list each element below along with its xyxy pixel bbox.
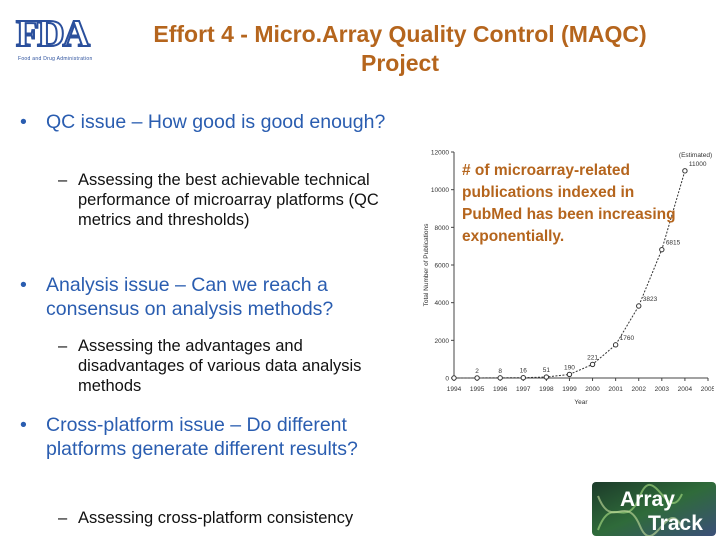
y-tick-label: 4000 xyxy=(435,300,450,307)
data-label: 51 xyxy=(543,367,551,374)
data-point xyxy=(474,375,480,381)
data-label: 221 xyxy=(587,354,598,361)
slide-title-line1: Effort 4 - Micro.Array Quality Control (… xyxy=(153,21,647,47)
bullet-text: Cross-platform issue – Do different plat… xyxy=(46,414,358,460)
x-tick-label: 2001 xyxy=(608,386,623,393)
data-label: 8 xyxy=(498,368,502,375)
y-tick-label: 12000 xyxy=(431,150,449,157)
arraytrack-logo: Array Track xyxy=(592,482,716,536)
x-tick-label: 1997 xyxy=(516,386,531,393)
subbullet-text: Assessing the advantages and disadvantag… xyxy=(78,337,362,395)
data-point xyxy=(497,375,503,381)
x-tick-label: 2000 xyxy=(585,386,600,393)
data-label: 6815 xyxy=(666,240,681,247)
subbullet-text: Assessing the best achievable technical … xyxy=(78,171,379,229)
bullet-cross-platform-issue: • Cross-platform issue – Do different pl… xyxy=(20,413,390,491)
subbullet-marker: – xyxy=(58,171,68,189)
fda-logo-letters: FDA xyxy=(15,13,91,55)
data-label: 11000 xyxy=(689,161,707,168)
data-label: 16 xyxy=(520,368,528,375)
data-label: 190 xyxy=(564,364,575,371)
x-tick-label: 2002 xyxy=(631,386,646,393)
bullet-marker: • xyxy=(20,274,27,296)
y-axis-label: Total Number of Publications xyxy=(423,223,430,306)
x-tick-label: 1994 xyxy=(447,386,462,393)
x-tick-label: 1995 xyxy=(470,386,485,393)
subbullet-marker: – xyxy=(58,509,68,527)
subbullet-analysis-issue: – Assessing the advantages and disadvant… xyxy=(58,336,388,400)
bullet-text: QC issue – How good is good enough? xyxy=(46,111,386,133)
y-tick-label: 8000 xyxy=(435,225,450,232)
data-point xyxy=(636,303,642,309)
data-point xyxy=(589,361,596,368)
data-point xyxy=(520,374,526,381)
x-tick-label: 1998 xyxy=(539,386,554,393)
x-tick-label: 1999 xyxy=(562,386,577,393)
y-tick-label: 0 xyxy=(445,376,449,383)
chart-annotation: # of microarray-related publications ind… xyxy=(462,162,676,245)
bullet-marker: • xyxy=(20,414,27,436)
arraytrack-word1: Array xyxy=(620,488,675,511)
data-point xyxy=(451,375,457,381)
bullet-text: Analysis issue – Can we reach a consensu… xyxy=(46,274,334,320)
slide-title: Effort 4 - Micro.Array Quality Control (… xyxy=(100,20,700,78)
data-label: 1760 xyxy=(620,335,635,342)
data-label: 2 xyxy=(475,368,479,375)
y-tick-label: 2000 xyxy=(435,338,450,345)
bullet-analysis-issue: • Analysis issue – Can we reach a consen… xyxy=(20,273,410,323)
y-tick-label: 6000 xyxy=(435,263,450,270)
data-point xyxy=(682,168,688,174)
arraytrack-word2: Track xyxy=(648,512,703,535)
y-tick-label: 10000 xyxy=(431,187,449,194)
slide-title-line2: Project xyxy=(361,50,439,76)
subbullet-text: Assessing cross-platform consistency xyxy=(78,509,354,527)
bullet-qc-issue: • QC issue – How good is good enough? xyxy=(20,110,390,160)
fda-logo: FDA Food and Drug Administration xyxy=(15,13,106,64)
estimated-note: (Estimated) xyxy=(679,152,712,159)
subbullet-marker: – xyxy=(58,337,68,355)
x-tick-label: 2004 xyxy=(678,386,693,393)
subbullet-qc-issue: – Assessing the best achievable technica… xyxy=(58,170,408,252)
data-label: 3823 xyxy=(643,296,658,303)
bullet-marker: • xyxy=(20,111,27,133)
x-tick-label: 2005 xyxy=(701,386,714,393)
data-point xyxy=(612,342,619,348)
subbullet-cross-platform-issue: – Assessing cross-platform consistency xyxy=(58,508,428,530)
x-tick-label: 1996 xyxy=(493,386,508,393)
data-point xyxy=(659,246,665,253)
data-point xyxy=(543,374,550,380)
fda-logo-subtext: Food and Drug Administration xyxy=(18,56,93,62)
publications-chart: 0 2000 4000 6000 8000 10000 12000 1994 1995 1996 1… xyxy=(423,150,714,407)
data-point xyxy=(566,371,573,378)
x-axis-label: Year xyxy=(574,399,588,406)
x-tick-label: 2003 xyxy=(655,386,670,393)
